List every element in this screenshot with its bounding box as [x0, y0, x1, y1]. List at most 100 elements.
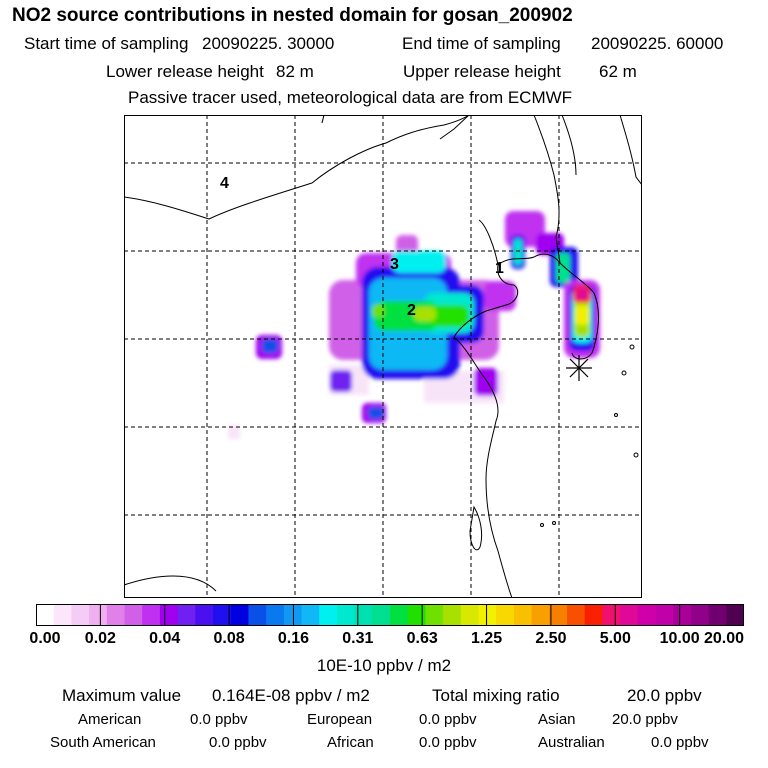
source-name-australian: Australian [538, 734, 605, 751]
colorbar-tick-label: 2.50 [535, 630, 567, 647]
colorbar-swatch [124, 604, 143, 626]
border-segment [561, 115, 577, 176]
colorbar-swatch [336, 604, 356, 626]
colorbar-swatch [248, 604, 267, 626]
colorbar-tick-label: 20.00 [703, 630, 745, 647]
coastlines [124, 115, 642, 598]
region-label-3: 3 [390, 256, 399, 273]
colorbar-swatch [354, 604, 373, 626]
colorbar-swatch [726, 604, 744, 626]
field-cell [474, 368, 498, 396]
total-mixing-value: 20.0 ppbv [627, 686, 702, 705]
field-cell [484, 281, 516, 311]
region-label-2: 2 [407, 302, 416, 319]
korea-coast [533, 115, 599, 360]
northern-border [124, 115, 470, 220]
source-value-european: 0.0 ppbv [419, 711, 477, 728]
colorbar-swatch [655, 604, 674, 626]
colorbar-swatch [673, 604, 692, 626]
colorbar-swatch [690, 604, 710, 626]
colorbar-swatch [53, 604, 72, 626]
start-time-label: Start time of sampling [24, 34, 189, 53]
region-label-4: 4 [220, 175, 229, 192]
source-value-african: 0.0 ppbv [419, 734, 477, 751]
field-cell [228, 425, 240, 439]
lower-height-label: Lower release height [106, 62, 264, 81]
source-value-asian: 20.0 ppbv [612, 711, 678, 728]
colorbar-swatch [584, 604, 603, 626]
colorbar-swatch [195, 604, 214, 626]
colorbar-swatch [372, 604, 391, 626]
field-cell [368, 407, 384, 419]
source-value-australian: 0.0 ppbv [651, 734, 709, 751]
field-cell [392, 251, 446, 273]
source-name-european: European [307, 711, 373, 728]
colorbar-swatch [496, 604, 515, 626]
region-label-1: 1 [495, 260, 504, 277]
source-value-american: 0.0 ppbv [190, 711, 248, 728]
islands [540, 344, 639, 527]
colorbar-swatch [602, 604, 621, 626]
max-value: 0.164E-08 ppbv / m2 [212, 686, 370, 705]
border-segment [439, 115, 470, 140]
colorbar-swatch [708, 604, 727, 626]
colorbar-swatch [301, 604, 320, 626]
colorbar-swatch [425, 604, 444, 626]
colorbar-swatch [71, 604, 90, 626]
colorbar-tick-label: 0.08 [213, 630, 245, 647]
colorbar-swatch [531, 604, 550, 626]
upper-height-label: Upper release height [403, 62, 561, 81]
source-name-south-american: South American [50, 734, 156, 751]
end-time-value: 20090225. 60000 [591, 34, 724, 53]
field-cell [576, 288, 588, 300]
colorbar-swatch [620, 604, 639, 626]
border-segment [619, 115, 642, 186]
colorbar-frame [36, 604, 744, 626]
source-name-african: African [327, 734, 374, 751]
colorbar-swatch [36, 604, 55, 626]
colorbar-swatch [390, 604, 409, 626]
concentration-field [228, 211, 600, 439]
colorbar-swatch [266, 604, 285, 626]
colorbar-swatch [159, 604, 179, 626]
contribution-map: 1 2 3 4 [124, 115, 642, 598]
south-coast [124, 575, 217, 592]
start-time-value: 20090225. 30000 [202, 34, 335, 53]
color-scale-bar [36, 604, 744, 626]
colorbar-swatch [213, 604, 232, 626]
field-cell [575, 305, 589, 325]
field-cell [330, 370, 352, 392]
field-cell [556, 253, 570, 283]
colorbar-tick-label: 0.00 [29, 630, 61, 647]
colorbar-tick-label: 0.16 [277, 630, 310, 647]
max-value-label: Maximum value [62, 686, 182, 705]
colorbar-tick-label: 0.31 [342, 630, 374, 647]
tracer-note: Passive tracer used, meteorological data… [128, 88, 573, 107]
colorbar-swatch [319, 604, 338, 626]
field-cell [372, 305, 384, 317]
colorbar-swatch [443, 604, 462, 626]
colorbar-tick-label: 10.00 [659, 630, 700, 647]
field-cell [262, 339, 278, 353]
lower-height-value: 82 m [276, 62, 314, 81]
total-mixing-label: Total mixing ratio [432, 686, 560, 705]
colorbar-swatch [513, 604, 533, 626]
colorbar-tick-label: 0.63 [406, 630, 438, 647]
border-segment [321, 115, 325, 124]
field-cell [514, 239, 522, 265]
colorbar-swatch [142, 604, 161, 626]
bohai-coast [497, 253, 561, 266]
colorbar-units: 10E-10 ppbv / m2 [316, 656, 452, 675]
end-time-label: End time of sampling [402, 34, 561, 53]
plot-title: NO2 source contributions in nested domai… [12, 5, 573, 26]
colorbar-tick-label: 5.00 [599, 630, 631, 647]
field-cell [414, 307, 436, 321]
colorbar-swatch [549, 604, 568, 626]
colorbar-swatch [460, 604, 480, 626]
graticule [124, 115, 642, 598]
colorbar-swatch [177, 604, 196, 626]
colorbar-tick-label: 0.04 [149, 630, 181, 647]
colorbar-swatch [106, 604, 126, 626]
receptor-asterisk-icon [566, 355, 592, 381]
source-name-american: American [78, 711, 142, 728]
